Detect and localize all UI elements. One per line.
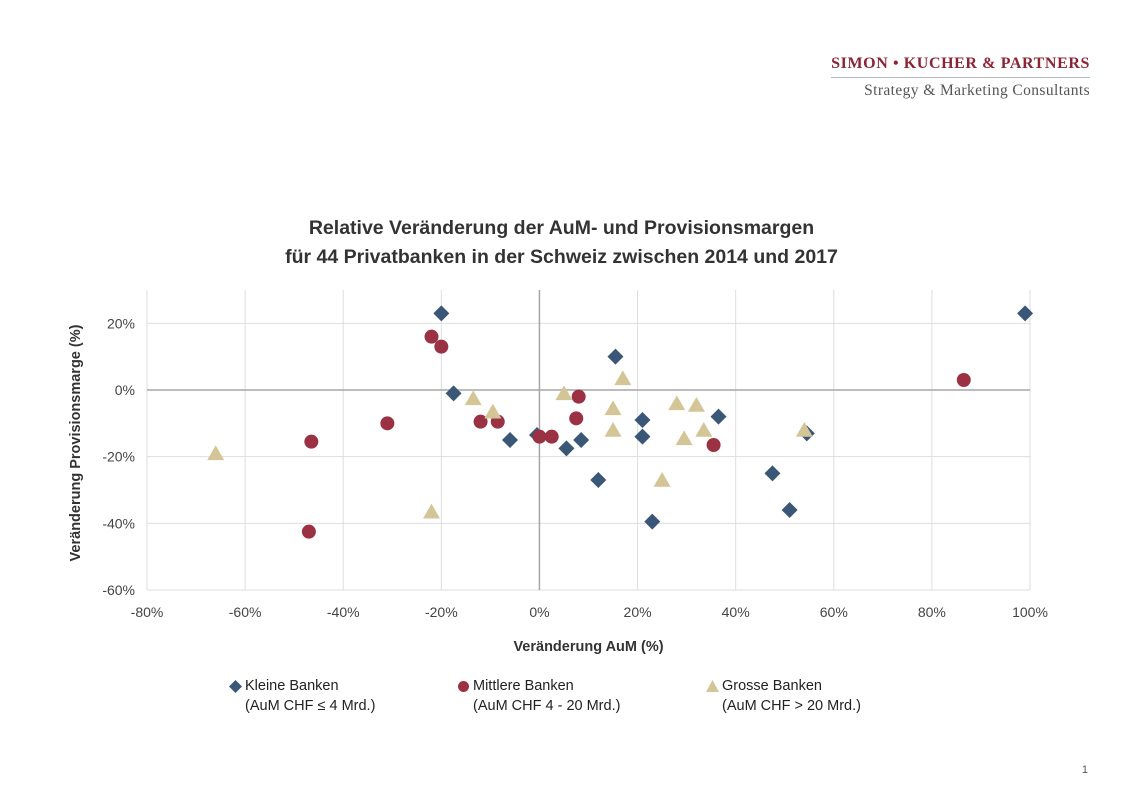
point-mittlere-banken <box>473 414 488 429</box>
y-tick-label: -20% <box>102 449 135 465</box>
point-grosse-banken <box>484 403 502 419</box>
brand-tagline: Strategy & Marketing Consultants <box>864 82 1090 99</box>
x-tick-label: -60% <box>229 604 262 620</box>
x-tick-label: 40% <box>722 604 750 620</box>
point-grosse-banken <box>604 400 622 416</box>
y-tick-label: -60% <box>102 582 135 598</box>
legend-diamond-icon <box>229 680 242 693</box>
point-kleine-banken <box>644 513 661 530</box>
legend-sub-mittlere: (AuM CHF 4 - 20 Mrd.) <box>473 698 621 714</box>
x-tick-label: 20% <box>624 604 652 620</box>
point-mittlere-banken <box>956 373 971 387</box>
page-number: 1 <box>1081 764 1088 776</box>
point-grosse-banken <box>555 385 573 401</box>
legend-marker-triangle <box>706 680 719 692</box>
x-tick-label: 80% <box>918 604 946 620</box>
y-tick-label: 20% <box>107 315 135 331</box>
legend-label-grosse: Grosse Banken <box>722 678 822 694</box>
legend-marker-circle <box>458 681 469 692</box>
point-grosse-banken <box>687 397 705 412</box>
point-grosse-banken <box>604 422 622 437</box>
point-grosse-banken <box>668 395 686 411</box>
x-axis-label: Veränderung AuM (%) <box>513 639 663 655</box>
point-mittlere-banken <box>532 429 547 444</box>
brand-name: SIMON • KUCHER & PARTNERS <box>831 55 1090 78</box>
point-grosse-banken <box>653 472 671 487</box>
brand-logo: SIMON • KUCHER & PARTNERS Strategy & Mar… <box>831 55 1090 100</box>
point-mittlere-banken <box>544 429 559 444</box>
legend-item-grosse-banken: Grosse Banken (AuM CHF > 20 Mrd.) <box>706 676 861 716</box>
x-tick-label: 0% <box>529 604 549 620</box>
point-kleine-banken <box>781 502 798 518</box>
point-mittlere-banken <box>301 524 316 539</box>
legend-sub-kleine: (AuM CHF ≤ 4 Mrd.) <box>245 698 376 714</box>
point-mittlere-banken <box>380 416 395 431</box>
legend-item-mittlere-banken: Mittlere Banken (AuM CHF 4 - 20 Mrd.) <box>458 676 621 716</box>
legend-label-kleine: Kleine Banken <box>245 678 339 694</box>
point-grosse-banken <box>795 422 813 437</box>
y-tick-label: 0% <box>115 382 135 398</box>
x-tick-label: -40% <box>327 604 360 620</box>
x-tick-label: -80% <box>131 604 164 620</box>
y-tick-label: -40% <box>102 515 135 531</box>
legend-marker-diamond <box>229 680 242 693</box>
point-mittlere-banken <box>571 389 586 404</box>
chart-title-line1: Relative Veränderung der AuM- und Provis… <box>308 217 815 239</box>
point-kleine-banken <box>433 305 450 322</box>
point-kleine-banken <box>634 428 651 445</box>
point-kleine-banken <box>1017 305 1034 322</box>
point-kleine-banken <box>607 348 624 365</box>
point-kleine-banken <box>590 472 607 488</box>
legend-item-kleine-banken: Kleine Banken (AuM CHF ≤ 4 Mrd.) <box>229 676 376 716</box>
point-mittlere-banken <box>424 329 439 344</box>
point-kleine-banken <box>634 412 651 428</box>
x-tick-label: 100% <box>1012 604 1048 620</box>
point-kleine-banken <box>764 465 781 482</box>
point-grosse-banken <box>614 370 632 386</box>
legend-triangle-icon <box>706 680 719 692</box>
legend-circle-icon <box>458 681 469 692</box>
point-grosse-banken <box>464 390 482 406</box>
point-grosse-banken <box>207 445 225 461</box>
point-mittlere-banken <box>304 434 319 449</box>
legend-label-mittlere: Mittlere Banken <box>473 678 574 694</box>
chart-title-line2: für 44 Privatbanken in der Schweiz zwisc… <box>285 246 838 268</box>
legend-sub-grosse: (AuM CHF > 20 Mrd.) <box>722 698 861 714</box>
point-grosse-banken <box>423 503 441 519</box>
point-kleine-banken <box>710 408 727 425</box>
point-mittlere-banken <box>569 411 584 426</box>
point-kleine-banken <box>558 440 575 457</box>
chart-title: Relative Veränderung der AuM- und Provis… <box>0 214 1123 272</box>
y-axis-label: Veränderung Provisionsmarge (%) <box>68 324 84 561</box>
point-mittlere-banken <box>706 438 721 452</box>
point-kleine-banken <box>573 432 590 448</box>
point-grosse-banken <box>695 422 713 437</box>
x-tick-label: -20% <box>425 604 458 620</box>
point-mittlere-banken <box>434 339 449 354</box>
point-grosse-banken <box>675 430 693 446</box>
x-tick-label: 60% <box>820 604 848 620</box>
point-kleine-banken <box>502 432 519 448</box>
point-kleine-banken <box>445 385 462 402</box>
